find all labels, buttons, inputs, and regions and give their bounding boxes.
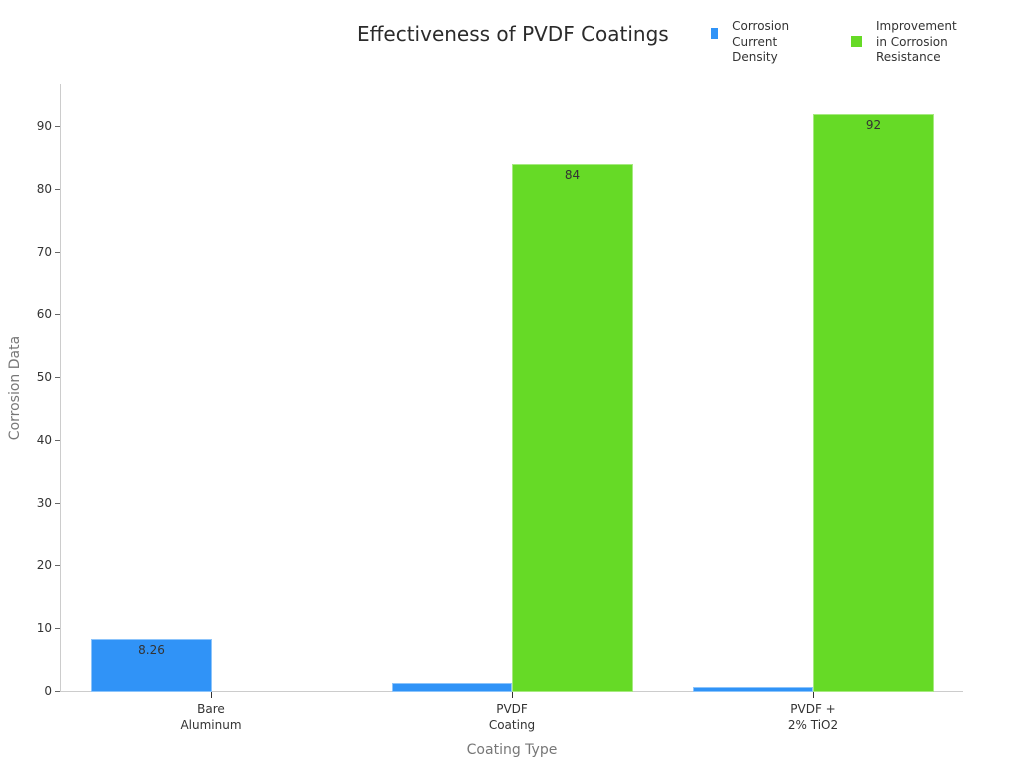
bar-pvdf-current-density[interactable] bbox=[392, 683, 512, 692]
y-tick: 30 bbox=[0, 496, 60, 510]
x-tick-label: PVDF + 2% TiO2 bbox=[787, 702, 839, 732]
y-tick: 50 bbox=[0, 370, 60, 384]
y-tick: 80 bbox=[0, 182, 60, 196]
y-tick: 20 bbox=[0, 558, 60, 572]
bar-pvdf-improvement[interactable]: 84 bbox=[512, 164, 633, 692]
x-tick-mark bbox=[813, 692, 814, 698]
bar-tio2-current-density[interactable] bbox=[693, 687, 813, 692]
bar-value-label: 84 bbox=[564, 168, 581, 182]
x-tick-mark bbox=[211, 692, 212, 698]
x-tick-label: PVDF Coating bbox=[488, 702, 536, 732]
legend-item-improvement[interactable]: Improvement in Corrosion Resistance bbox=[851, 19, 957, 66]
bar-bare-aluminum-current-density[interactable]: 8.26 bbox=[91, 639, 212, 692]
y-tick: 70 bbox=[0, 245, 60, 259]
y-tick: 40 bbox=[0, 433, 60, 447]
y-axis-title: Corrosion Data bbox=[7, 335, 23, 441]
y-tick: 90 bbox=[0, 119, 60, 133]
legend-label: Improvement in Corrosion Resistance bbox=[876, 19, 957, 64]
legend-item-current-density[interactable]: Corrosion Current Density bbox=[711, 19, 793, 66]
legend-swatch-blue bbox=[711, 28, 719, 39]
bar-value-label: 8.26 bbox=[138, 643, 165, 657]
y-tick: 60 bbox=[0, 307, 60, 321]
legend-label: Corrosion Current Density bbox=[732, 19, 790, 64]
y-axis-line bbox=[60, 84, 61, 692]
x-tick-mark bbox=[512, 692, 513, 698]
bar-value-label: 92 bbox=[865, 118, 882, 132]
legend-swatch-green bbox=[851, 36, 862, 47]
x-tick-label: Bare Aluminum bbox=[180, 702, 242, 732]
x-axis-title: Coating Type bbox=[466, 742, 558, 758]
chart-title-text: Effectiveness of PVDF Coatings bbox=[357, 22, 669, 46]
y-tick: 10 bbox=[0, 621, 60, 635]
y-tick: 0 bbox=[0, 684, 60, 698]
bar-tio2-improvement[interactable]: 92 bbox=[813, 114, 934, 692]
